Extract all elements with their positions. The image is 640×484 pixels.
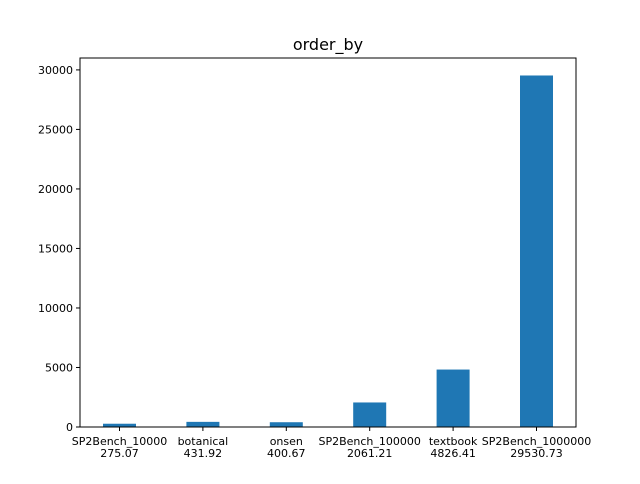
- bar-textbook: [436, 369, 470, 427]
- x-tick-label: botanical: [178, 435, 229, 448]
- y-tick-label: 15000: [38, 242, 73, 255]
- y-axis-ticks: 0 5000 10000 15000 20000 25000 30000: [38, 64, 80, 434]
- y-tick-label: 0: [66, 421, 73, 434]
- chart-title: order_by: [293, 35, 363, 55]
- y-tick-label: 10000: [38, 302, 73, 315]
- x-tick-label: SP2Bench_10000: [72, 435, 167, 448]
- x-tick-label: textbook: [429, 435, 478, 448]
- y-tick-label: 25000: [38, 123, 73, 136]
- y-tick-label: 5000: [45, 361, 73, 374]
- x-value-label: 2061.21: [347, 447, 393, 460]
- x-value-label: 400.67: [267, 447, 306, 460]
- bar-SP2Bench_100000: [353, 402, 387, 427]
- x-value-label: 431.92: [184, 447, 223, 460]
- x-tick-label: SP2Bench_1000000: [482, 435, 591, 448]
- x-value-label: 275.07: [100, 447, 139, 460]
- y-tick-label: 30000: [38, 64, 73, 77]
- x-tick-label: onsen: [270, 435, 303, 448]
- bar-SP2Bench_10000: [103, 423, 136, 427]
- bar-botanical: [186, 421, 220, 427]
- bar-onsen: [269, 422, 303, 427]
- bar-SP2Bench_1000000: [520, 75, 553, 428]
- bars: [103, 75, 553, 428]
- x-value-label: 4826.41: [430, 447, 476, 460]
- plot-frame: [79, 57, 577, 428]
- x-value-label: 29530.73: [510, 447, 563, 460]
- y-tick-label: 20000: [38, 183, 73, 196]
- x-tick-label: SP2Bench_100000: [318, 435, 420, 448]
